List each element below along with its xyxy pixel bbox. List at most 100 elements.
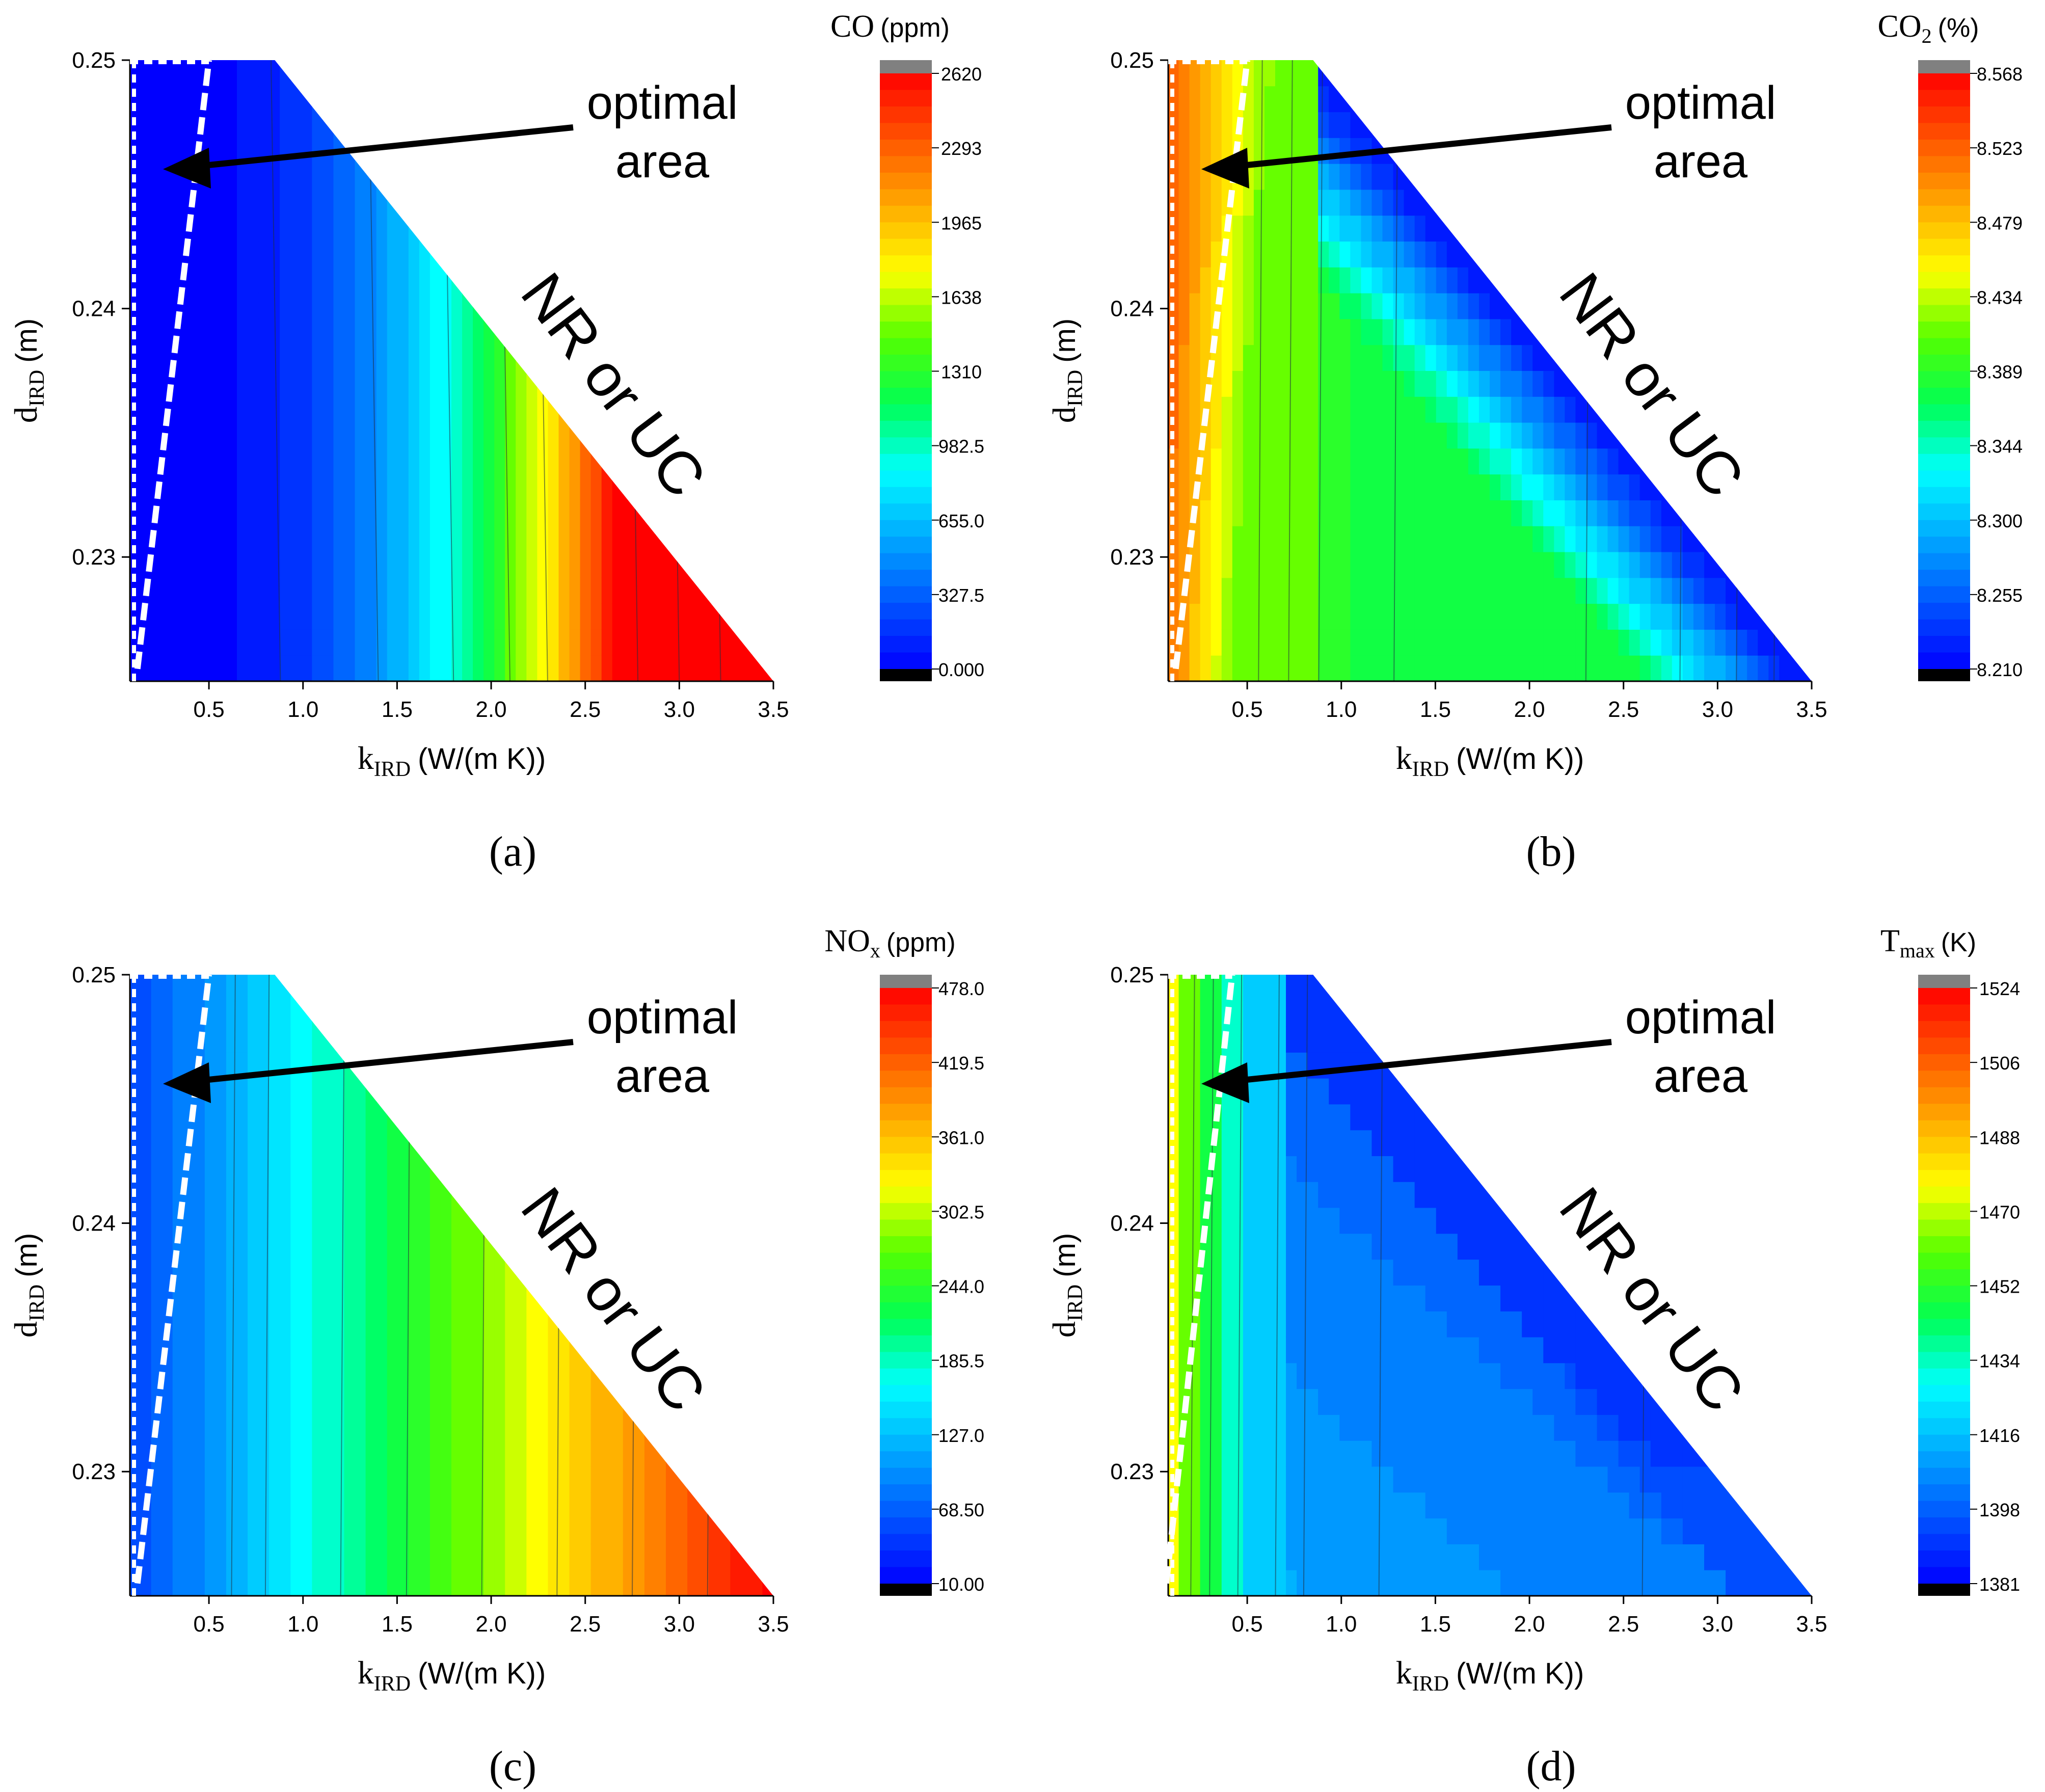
contour-cell: [376, 1156, 388, 1182]
contour-cell: [526, 1156, 538, 1182]
contour-cell: [1297, 86, 1308, 113]
contour-cell: [162, 1569, 173, 1596]
contour-cell: [1575, 86, 1587, 113]
contour-cell: [397, 266, 409, 293]
contour-cell: [633, 1518, 645, 1544]
contour-cell: [1478, 318, 1490, 345]
contour-cell: [1586, 370, 1598, 397]
colorbar-step: [880, 520, 932, 538]
contour-cell: [1189, 344, 1201, 371]
contour-cell: [1221, 1440, 1233, 1467]
contour-cell: [237, 1026, 249, 1053]
contour-cell: [344, 975, 356, 1001]
contour-cell: [1221, 292, 1233, 319]
contour-cell: [194, 577, 205, 604]
contour-cell: [1297, 266, 1308, 293]
contour-cell: [226, 344, 237, 371]
contour-cell: [1425, 137, 1437, 164]
contour-cell: [709, 1569, 720, 1596]
contour-cell: [151, 1181, 163, 1208]
contour-cell: [1221, 448, 1233, 475]
contour-cell: [269, 1336, 281, 1363]
contour-line: [1773, 60, 1779, 681]
contour-cell: [1414, 292, 1426, 319]
contour-cell: [601, 474, 613, 500]
contour-cell: [1275, 1181, 1287, 1208]
contour-cell: [762, 1310, 773, 1338]
contour-cell: [601, 1078, 613, 1105]
contour-cell: [1350, 474, 1362, 500]
contour-cell: [451, 292, 463, 319]
contour-cell: [655, 318, 666, 345]
contour-cell: [741, 1104, 752, 1131]
contour-cell: [269, 975, 281, 1001]
contour-cell: [741, 448, 752, 475]
contour-cell: [204, 603, 216, 630]
contour-cell: [1297, 603, 1308, 630]
contour-cell: [269, 1310, 281, 1338]
contour-cell: [204, 1000, 216, 1027]
contour-cell: [451, 1078, 463, 1105]
contour-cell: [269, 1362, 281, 1389]
contour-cell: [237, 655, 249, 681]
contour-cell: [505, 1310, 517, 1338]
contour-cell: [1264, 112, 1276, 138]
contour-cell: [483, 215, 495, 242]
contour-cell: [419, 1026, 430, 1053]
contour-cell: [1758, 499, 1769, 526]
contour-cell: [494, 1130, 506, 1157]
contour-cell: [1414, 577, 1426, 604]
contour-cell: [494, 137, 506, 164]
contour-cell: [473, 1543, 485, 1570]
contour-cell: [655, 189, 666, 216]
contour-cell: [1275, 1207, 1287, 1234]
contour-cell: [1371, 266, 1383, 293]
contour-cell: [730, 551, 742, 578]
contour-cell: [344, 344, 356, 371]
contour-cell: [322, 1259, 334, 1286]
contour-cell: [483, 344, 495, 371]
contour-cell: [429, 603, 441, 630]
contour-cell: [1350, 603, 1362, 630]
contour-cell: [1178, 241, 1190, 268]
contour-cell: [248, 1543, 259, 1570]
contour-cell: [1650, 215, 1662, 242]
contour-cell: [516, 603, 527, 630]
contour-cell: [505, 1388, 517, 1415]
contour-cell: [258, 603, 270, 630]
contour-cell: [1597, 499, 1608, 526]
contour-cell: [655, 344, 666, 371]
contour-cell: [1371, 396, 1383, 423]
contour-cell: [162, 318, 173, 345]
contour-cell: [440, 292, 452, 319]
contour-cell: [419, 292, 430, 319]
contour-cell: [633, 1466, 645, 1493]
contour-cell: [172, 1388, 184, 1415]
contour-cell: [1618, 448, 1630, 475]
contour-cell: [677, 1259, 688, 1286]
contour-cell: [194, 1414, 205, 1441]
contour-cell: [1393, 499, 1405, 526]
contour-cell: [1221, 629, 1233, 656]
contour-cell: [1243, 1130, 1254, 1157]
contour-cell: [301, 1000, 313, 1027]
contour-cell: [194, 422, 205, 449]
contour-cell: [569, 241, 581, 268]
contour-cell: [741, 629, 752, 656]
contour-cell: [1565, 551, 1576, 578]
contour-cell: [1361, 603, 1373, 630]
contour-cell: [1307, 1000, 1319, 1027]
contour-cell: [215, 474, 227, 500]
contour-cell: [355, 60, 366, 87]
contour-cell: [762, 1492, 773, 1519]
contour-cell: [644, 1518, 656, 1544]
colorbar-step: [880, 1153, 932, 1170]
contour-cell: [1779, 603, 1791, 630]
contour-cell: [505, 603, 517, 630]
contour-cell: [226, 1078, 237, 1105]
contour-cell: [215, 370, 227, 397]
contour-cell: [183, 60, 195, 87]
contour-cell: [1715, 318, 1727, 345]
contour-cell: [237, 1181, 249, 1208]
contour-line: [1318, 60, 1323, 681]
